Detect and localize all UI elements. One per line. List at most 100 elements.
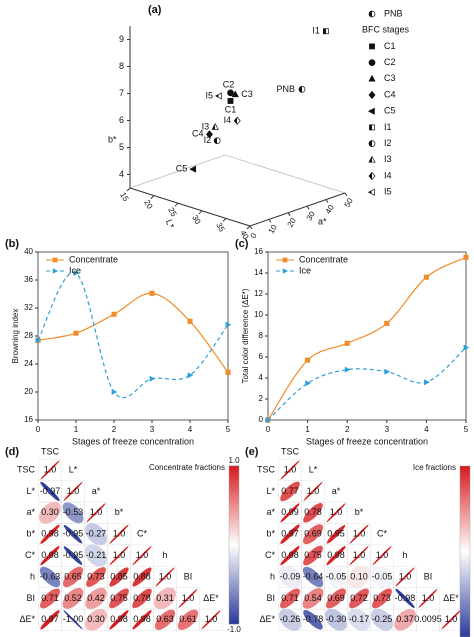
correlation-ellipse	[63, 524, 83, 544]
data-point	[423, 274, 429, 280]
x-tick-label: 4	[188, 425, 193, 434]
data-point	[305, 357, 311, 363]
correlation-ellipse	[303, 503, 323, 523]
cell-value: 1.0	[182, 593, 195, 603]
data-point	[463, 344, 470, 351]
z-tick-label: 8	[119, 61, 124, 71]
correlation-ellipse	[62, 502, 84, 524]
cell-value: 0.69	[327, 593, 345, 603]
cell-value: 0.97	[41, 614, 59, 624]
row-label: ΔE*	[259, 614, 275, 624]
y-tick-label: 6	[259, 352, 264, 361]
x-axis-label: L*	[164, 218, 176, 230]
cell-value: 0.98	[281, 550, 299, 560]
y-tick-label: 14	[254, 268, 263, 277]
column-header: TSC	[41, 446, 60, 456]
correlation-ellipse	[416, 608, 440, 632]
correlation-ellipse	[280, 524, 300, 544]
cell-value: 0.97	[281, 529, 299, 539]
cell	[199, 608, 223, 631]
plot-frame	[267, 251, 467, 421]
correlation-ellipse	[302, 566, 324, 588]
point	[206, 130, 213, 139]
panel-label: (a)	[148, 4, 162, 16]
data-point	[35, 337, 42, 344]
y-tick-label: 8	[259, 331, 264, 340]
diagonal-label: a*	[332, 486, 341, 496]
x-tick-label: 3	[150, 425, 155, 434]
legend-label: Concentrate	[69, 254, 118, 264]
panel-label: (c)	[235, 238, 249, 250]
correlation-ellipse	[155, 567, 175, 587]
panel-label: (b)	[5, 238, 19, 250]
x-tick-label: 1	[305, 425, 310, 434]
cell-value: 1.0	[353, 550, 366, 560]
cell-value: 0.88	[133, 571, 151, 581]
correlation-ellipse	[109, 588, 129, 609]
legend-label: Ice	[69, 265, 81, 275]
cell-value: 0.98	[41, 529, 59, 539]
y-tick-label: 16	[24, 415, 33, 424]
cell-value: 0.75	[110, 593, 128, 603]
correlation-ellipse	[370, 608, 394, 631]
correlation-ellipse	[349, 524, 369, 544]
correlation-ellipse	[40, 460, 60, 480]
row-label: BI	[26, 593, 35, 603]
legend-label: I3	[384, 154, 392, 164]
x-tick-label: 5	[226, 425, 231, 434]
diagonal-label: C*	[137, 529, 147, 539]
correlation-ellipse	[40, 481, 60, 502]
correlation-ellipse	[280, 481, 300, 502]
cell-value: -0.30	[326, 614, 347, 624]
data-point	[384, 320, 390, 326]
cell-value: 0.85	[110, 571, 128, 581]
cell-value: 1.0	[284, 464, 297, 474]
point	[189, 165, 197, 173]
diagonal-label: ΔE*	[443, 593, 459, 603]
cell-value: 0.30	[87, 614, 105, 624]
cell-value: 1.0	[113, 550, 126, 560]
cell-value: 0.30	[41, 507, 59, 517]
y-tick	[306, 205, 310, 210]
correlation-ellipse	[326, 524, 346, 544]
cell-value: 0.54	[304, 593, 322, 603]
legend-marker	[368, 59, 376, 66]
cell-value: -0.95	[63, 529, 84, 539]
colorbar-title: Ice fractions	[413, 463, 456, 472]
point-label: C5	[176, 164, 188, 174]
row-label: BI	[266, 593, 275, 603]
correlation-ellipse	[62, 566, 84, 588]
correlation-ellipse	[132, 567, 152, 587]
legend-marker	[368, 140, 376, 147]
correlation-ellipse	[109, 524, 129, 544]
panel-label: (e)	[245, 446, 259, 458]
cell-value: 0.95	[327, 529, 345, 539]
cell-value: 0.69	[304, 529, 322, 539]
y-tick-label: 36	[24, 275, 33, 284]
legend-label: I2	[384, 138, 392, 148]
x-tick-label: 20	[142, 198, 155, 211]
y-axis-label: a*	[318, 216, 327, 226]
point	[214, 92, 222, 100]
x-tick	[246, 225, 251, 230]
y-tick-label: 40	[324, 203, 337, 216]
z-axis-label: b*	[108, 134, 117, 144]
cell-value: -0.97	[40, 486, 61, 496]
data-point	[225, 321, 232, 328]
correlation-ellipse	[372, 546, 392, 566]
x-tick-label: 0	[266, 425, 271, 434]
y-tick-label: 20	[24, 387, 33, 396]
diagonal-label: BI	[184, 571, 193, 581]
correlation-ellipse	[280, 588, 300, 609]
cell-value: 0.98	[41, 550, 59, 560]
x-axis-label: Stages of freeze concentration	[306, 436, 428, 446]
correlation-ellipse	[109, 567, 129, 587]
cell-value: 0.71	[41, 593, 59, 603]
legend-label: C3	[384, 73, 396, 83]
correlation-ellipse	[278, 565, 302, 589]
correlation-ellipse	[395, 588, 415, 609]
correlation-ellipse	[394, 609, 416, 631]
correlation-ellipse	[280, 460, 300, 480]
cell-value: 0.77	[281, 486, 299, 496]
